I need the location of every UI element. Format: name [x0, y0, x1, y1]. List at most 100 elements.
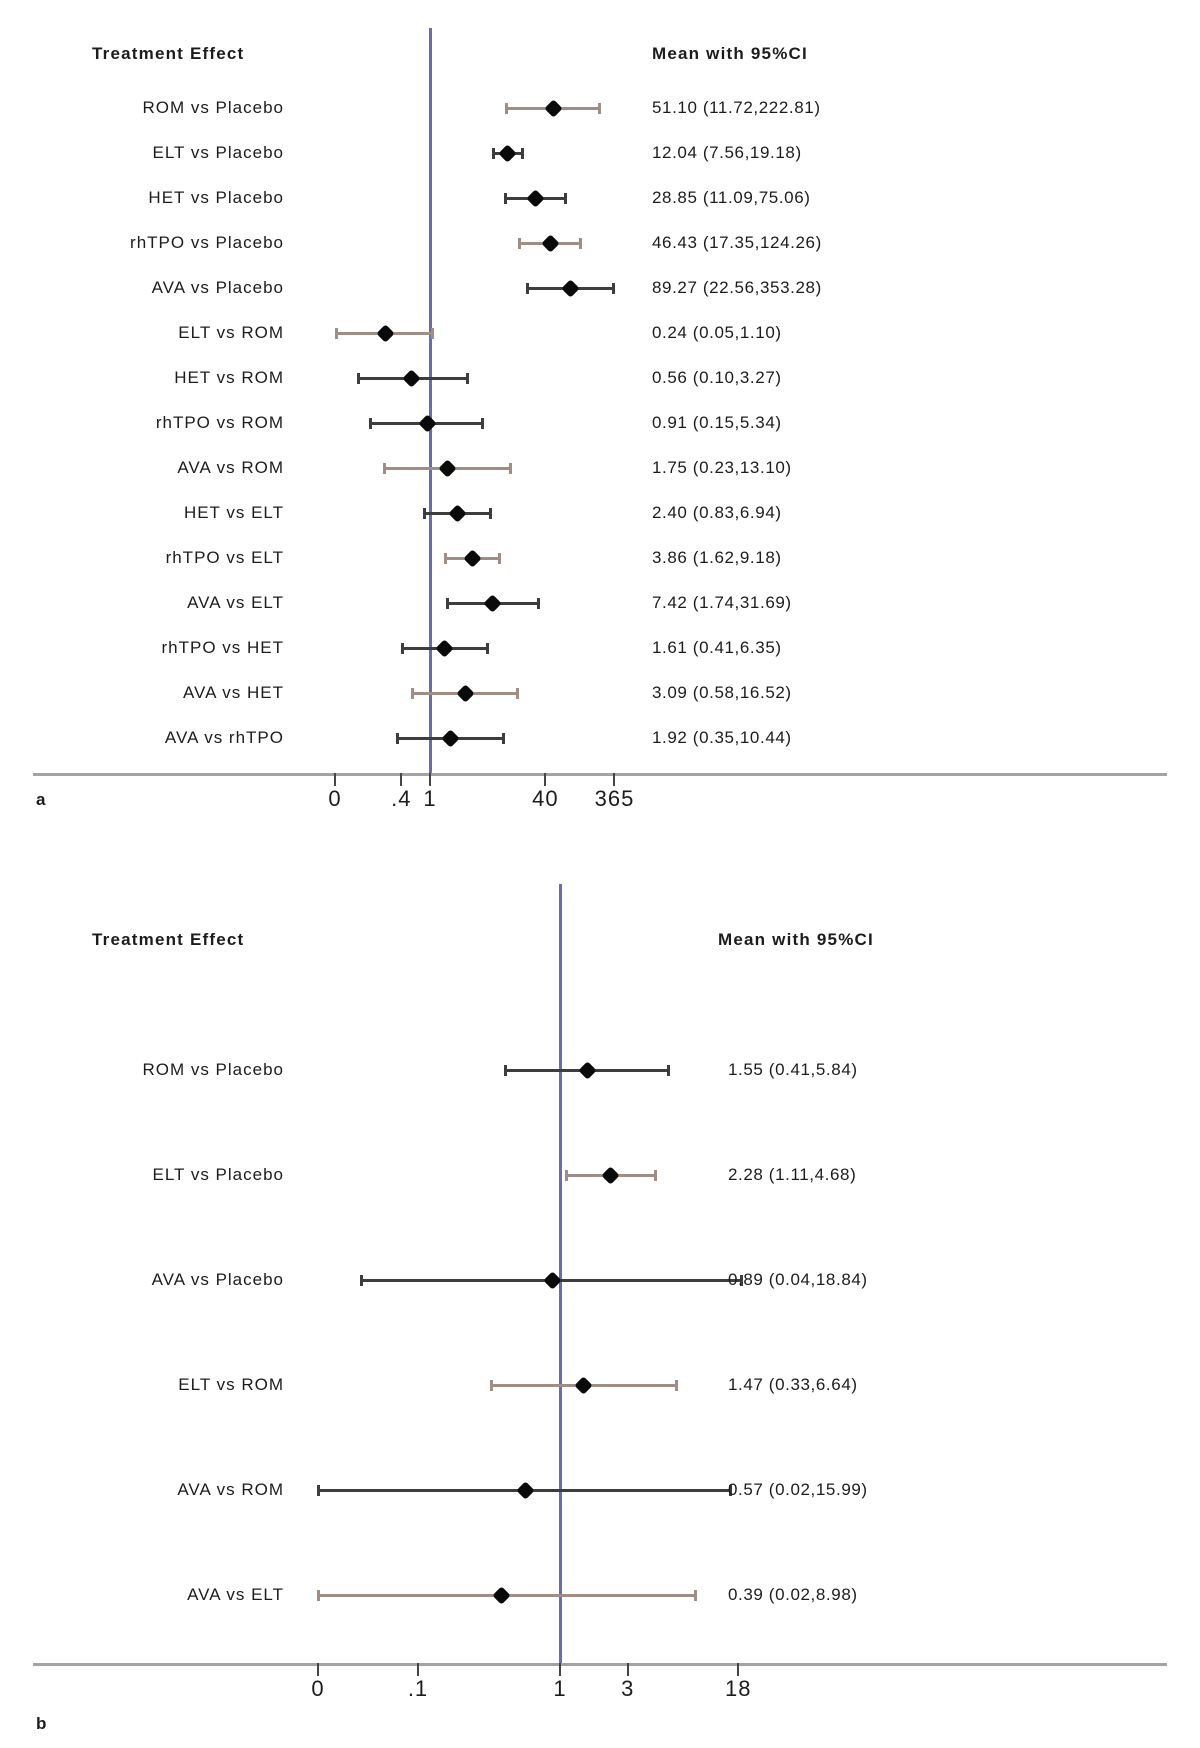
x-axis-tick-label: .4: [391, 786, 412, 811]
x-axis-tick: [417, 1663, 419, 1676]
ci-cap-high: [653, 1169, 657, 1181]
row-label: ROM vs Placebo: [142, 1060, 284, 1079]
row-label: HET vs ROM: [174, 368, 284, 387]
row-label: ROM vs Placebo: [142, 98, 284, 117]
row-label: rhTPO vs Placebo: [130, 233, 284, 252]
ci-cap-high: [516, 687, 520, 699]
x-axis-line: [33, 773, 1167, 776]
row-label: rhTPO vs ELT: [165, 548, 284, 567]
mean-marker: [601, 1165, 621, 1185]
x-axis-tick: [317, 1663, 319, 1676]
mean-ci-text: 2.40 (0.83,6.94): [652, 503, 782, 522]
column-header-treatment-effect: Treatment Effect: [92, 930, 245, 949]
mean-marker: [543, 98, 563, 118]
ci-cap-high: [536, 597, 540, 609]
x-axis-tick: [400, 773, 403, 786]
mean-marker: [483, 593, 502, 613]
x-axis-tick: [544, 773, 547, 786]
x-axis-tick-label: 365: [594, 786, 635, 811]
mean-ci-text: 0.91 (0.15,5.34): [652, 413, 782, 432]
row-label: AVA vs HET: [182, 683, 284, 702]
mean-ci-text: 0.89 (0.04,18.84): [728, 1270, 868, 1289]
x-axis-tick: [613, 773, 616, 786]
ci-cap-low: [505, 102, 509, 114]
ci-cap-high: [563, 192, 567, 204]
reference-line: [428, 28, 432, 775]
row-label: ELT vs Placebo: [152, 1165, 284, 1184]
mean-marker: [516, 1480, 535, 1500]
x-axis-tick-label: 0: [328, 786, 342, 811]
ci-cap-high: [693, 1589, 697, 1601]
x-axis-tick-label: 3: [621, 1676, 635, 1701]
mean-ci-text: 1.75 (0.23,13.10): [652, 458, 792, 477]
mean-ci-text: 1.61 (0.41,6.35): [652, 638, 782, 657]
x-axis-tick: [559, 1663, 561, 1676]
mean-marker: [376, 323, 395, 343]
ci-cap-high: [667, 1064, 671, 1076]
row-label: AVA vs ROM: [177, 1480, 284, 1499]
mean-ci-text: 3.09 (0.58,16.52): [652, 683, 792, 702]
ci-cap-low: [317, 1589, 321, 1601]
row-label: ELT vs ROM: [178, 1375, 284, 1394]
mean-marker: [441, 728, 460, 748]
row-label: AVA vs ROM: [177, 458, 284, 477]
mean-marker: [435, 638, 455, 658]
ci-cap-low: [445, 597, 449, 609]
mean-marker: [540, 233, 560, 253]
mean-ci-text: 1.92 (0.35,10.44): [652, 728, 792, 747]
mean-ci-text: 0.57 (0.02,15.99): [728, 1480, 868, 1499]
ci-cap-low: [369, 417, 373, 429]
x-axis-tick-label: .1: [407, 1676, 429, 1701]
ci-cap-high: [508, 462, 512, 474]
ci-cap-low: [525, 282, 529, 294]
panel-letter-a: a: [36, 790, 46, 809]
ci-cap-low: [422, 507, 426, 519]
row-label: ELT vs ROM: [178, 323, 284, 342]
mean-ci-text: 1.55 (0.41,5.84): [728, 1060, 858, 1079]
ci-cap-low: [400, 642, 404, 654]
ci-cap-high: [501, 732, 505, 744]
mean-ci-text: 12.04 (7.56,19.18): [652, 143, 802, 162]
ci-cap-low: [359, 1274, 363, 1286]
mean-marker: [417, 413, 437, 433]
x-axis-tick: [334, 773, 336, 786]
ci-cap-high: [597, 102, 601, 114]
ci-cap-low: [443, 552, 447, 564]
mean-ci-text: 0.24 (0.05,1.10): [652, 323, 782, 342]
mean-ci-text: 46.43 (17.35,124.26): [652, 233, 822, 252]
row-label: rhTPO vs ROM: [155, 413, 284, 432]
x-axis-tick: [429, 773, 431, 786]
mean-marker: [492, 1585, 512, 1605]
ci-cap-low: [517, 237, 521, 249]
mean-marker: [438, 458, 457, 478]
mean-ci-text: 1.47 (0.33,6.64): [728, 1375, 858, 1394]
ci-cap-low: [491, 147, 495, 159]
mean-marker: [574, 1375, 593, 1395]
row-label: AVA vs ELT: [187, 593, 284, 612]
panel-b: Treatment Effect Mean with 95%CI b 0 .1 1 3…: [0, 820, 1200, 1748]
row-label: AVA vs Placebo: [151, 278, 284, 297]
x-axis-tick-label: 40: [532, 786, 559, 811]
row-label: HET vs ELT: [183, 503, 284, 522]
x-axis-tick: [737, 1663, 740, 1676]
ci-cap-high: [739, 1274, 743, 1286]
ci-cap-low: [395, 732, 399, 744]
column-header-treatment-effect: Treatment Effect: [92, 44, 245, 63]
mean-marker: [463, 548, 482, 568]
ci-cap-low: [411, 687, 415, 699]
ci-cap-high: [611, 282, 615, 294]
ci-cap-high: [431, 327, 435, 339]
reference-line: [558, 884, 562, 1665]
mean-marker: [525, 188, 545, 208]
ci-cap-low: [564, 1169, 568, 1181]
ci-cap-low: [382, 462, 386, 474]
ci-cap-high: [729, 1484, 733, 1496]
x-axis-tick: [626, 1663, 629, 1676]
ci-cap-high: [579, 237, 583, 249]
mean-ci-text: 51.10 (11.72,222.81): [652, 98, 821, 117]
ci-cap-high: [486, 642, 490, 654]
ci-cap-high: [480, 417, 484, 429]
x-axis-line: [33, 1663, 1167, 1666]
row-label: AVA vs ELT: [187, 1585, 284, 1604]
row-label: AVA vs rhTPO: [164, 728, 284, 747]
